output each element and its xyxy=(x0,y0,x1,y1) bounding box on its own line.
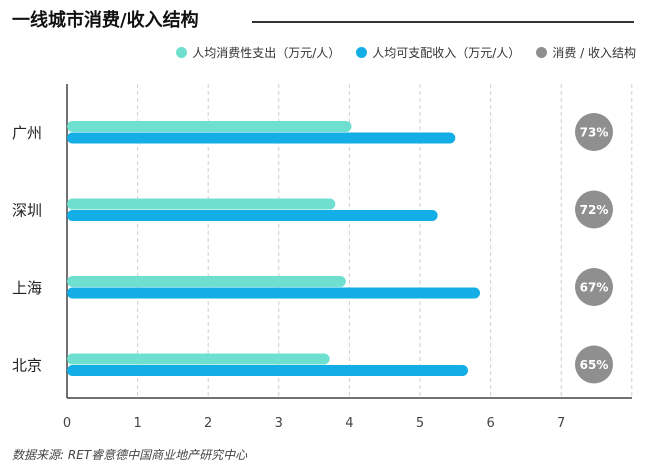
bar-income xyxy=(67,210,438,221)
category-label: 深圳 xyxy=(12,202,42,220)
bar-income xyxy=(67,132,456,144)
legend-swatch-consumption xyxy=(176,47,188,58)
x-tick-label: 7 xyxy=(557,416,565,431)
ratio-badge xyxy=(575,268,613,306)
bar-income xyxy=(67,287,481,299)
category-label: 上海 xyxy=(12,279,42,297)
legend-label-ratio: 消费 / 收入结构 xyxy=(552,46,636,60)
chart-title: 一线城市消费/收入结构 xyxy=(12,10,199,31)
source-note: 数据来源: RET睿意德中国商业地产研究中心 xyxy=(12,448,248,462)
x-tick-label: 1 xyxy=(133,416,141,431)
bar-consumption xyxy=(67,198,336,210)
legend: 人均消费性支出（万元/人） 人均可支配收入（万元/人） 消费 / 收入结构 xyxy=(176,44,636,61)
legend-item-consumption: 人均消费性支出（万元/人） xyxy=(176,44,340,61)
x-tick-label: 2 xyxy=(204,416,212,431)
legend-item-ratio: 消费 / 收入结构 xyxy=(536,44,636,61)
bar-consumption xyxy=(67,121,352,132)
x-tick-label: 5 xyxy=(416,416,424,431)
ratio-badge xyxy=(575,190,613,229)
legend-swatch-income xyxy=(356,47,368,58)
x-tick-label: 0 xyxy=(63,416,71,431)
legend-label-income: 人均可支配收入（万元/人） xyxy=(372,46,521,60)
ratio-label: 72% xyxy=(580,203,609,217)
x-tick-label: 4 xyxy=(345,416,353,431)
ratio-badge xyxy=(575,345,613,384)
legend-swatch-ratio xyxy=(536,47,548,58)
bar-consumption xyxy=(67,276,346,287)
ratio-label: 65% xyxy=(580,358,609,372)
ratio-label: 67% xyxy=(580,281,609,295)
bar-consumption xyxy=(67,353,330,365)
ratio-badge xyxy=(575,113,613,151)
category-label: 北京 xyxy=(12,357,42,375)
title-rule xyxy=(252,21,634,23)
bar-income xyxy=(67,365,469,376)
legend-label-consumption: 人均消费性支出（万元/人） xyxy=(192,46,341,60)
category-label: 广州 xyxy=(12,124,42,142)
x-tick-label: 6 xyxy=(486,416,494,431)
x-tick-label: 3 xyxy=(275,416,283,431)
legend-item-income: 人均可支配收入（万元/人） xyxy=(356,44,520,61)
ratio-label: 73% xyxy=(580,126,609,140)
